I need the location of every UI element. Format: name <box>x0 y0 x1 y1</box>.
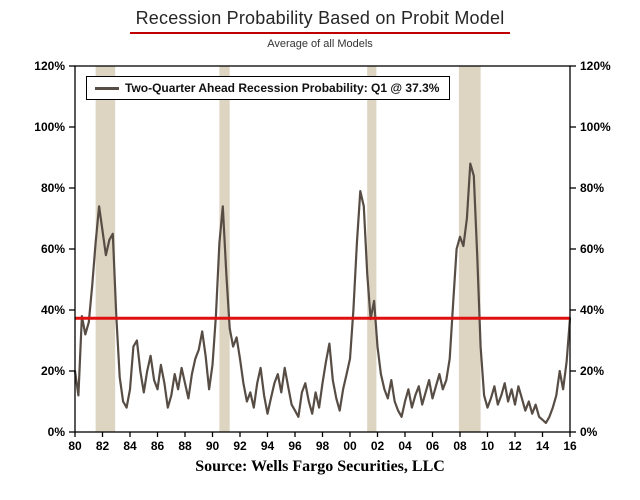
svg-text:86: 86 <box>151 439 165 453</box>
svg-text:88: 88 <box>178 439 192 453</box>
svg-text:10: 10 <box>481 439 495 453</box>
svg-text:60%: 60% <box>41 242 65 256</box>
chart-title-wrap: Recession Probability Based on Probit Mo… <box>0 8 640 34</box>
svg-text:16: 16 <box>563 439 577 453</box>
svg-text:120%: 120% <box>580 59 611 73</box>
svg-text:80%: 80% <box>41 181 65 195</box>
svg-text:20%: 20% <box>580 364 604 378</box>
svg-text:40%: 40% <box>580 303 604 317</box>
svg-text:12: 12 <box>508 439 522 453</box>
source-attribution: Source: Wells Fargo Securities, LLC <box>195 458 445 475</box>
svg-text:82: 82 <box>96 439 110 453</box>
svg-text:100%: 100% <box>580 120 611 134</box>
svg-text:04: 04 <box>398 439 412 453</box>
svg-text:80: 80 <box>68 439 82 453</box>
svg-text:20%: 20% <box>41 364 65 378</box>
svg-text:92: 92 <box>233 439 247 453</box>
svg-text:00: 00 <box>343 439 357 453</box>
svg-text:0%: 0% <box>580 425 598 439</box>
chart-legend: Two-Quarter Ahead Recession Probability:… <box>86 76 451 100</box>
svg-text:08: 08 <box>453 439 467 453</box>
svg-text:06: 06 <box>426 439 440 453</box>
svg-text:14: 14 <box>536 439 550 453</box>
svg-text:60%: 60% <box>580 242 604 256</box>
svg-text:0%: 0% <box>48 425 66 439</box>
legend-label: Two-Quarter Ahead Recession Probability:… <box>125 81 440 95</box>
chart-title: Recession Probability Based on Probit Mo… <box>129 8 511 34</box>
svg-text:100%: 100% <box>34 120 65 134</box>
svg-text:98: 98 <box>316 439 330 453</box>
svg-text:84: 84 <box>123 439 137 453</box>
svg-text:90: 90 <box>206 439 220 453</box>
svg-text:40%: 40% <box>41 303 65 317</box>
svg-text:96: 96 <box>288 439 302 453</box>
svg-text:80%: 80% <box>580 181 604 195</box>
legend-line-sample <box>95 86 119 90</box>
svg-text:94: 94 <box>261 439 275 453</box>
chart-subtitle: Average of all Models <box>267 38 373 50</box>
svg-text:02: 02 <box>371 439 385 453</box>
svg-text:120%: 120% <box>34 59 65 73</box>
